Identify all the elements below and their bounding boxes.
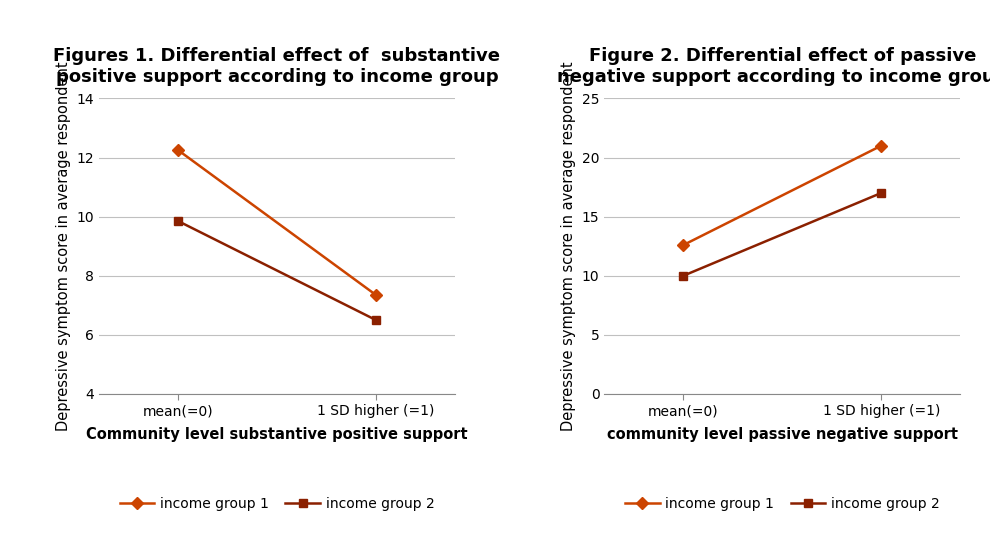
Y-axis label: Depressive symptom score in average respondent: Depressive symptom score in average resp… (561, 61, 576, 431)
Title: Figures 1. Differential effect of  substantive
positive support according to inc: Figures 1. Differential effect of substa… (53, 47, 501, 86)
X-axis label: Community level substantive positive support: Community level substantive positive sup… (86, 427, 467, 441)
Legend: income group 1, income group 2: income group 1, income group 2 (114, 492, 440, 517)
Title: Figure 2. Differential effect of passive
negative support according to income gr: Figure 2. Differential effect of passive… (557, 47, 990, 86)
Y-axis label: Depressive symptom score in average respondent: Depressive symptom score in average resp… (56, 61, 71, 431)
Legend: income group 1, income group 2: income group 1, income group 2 (620, 492, 945, 517)
X-axis label: community level passive negative support: community level passive negative support (607, 427, 958, 441)
